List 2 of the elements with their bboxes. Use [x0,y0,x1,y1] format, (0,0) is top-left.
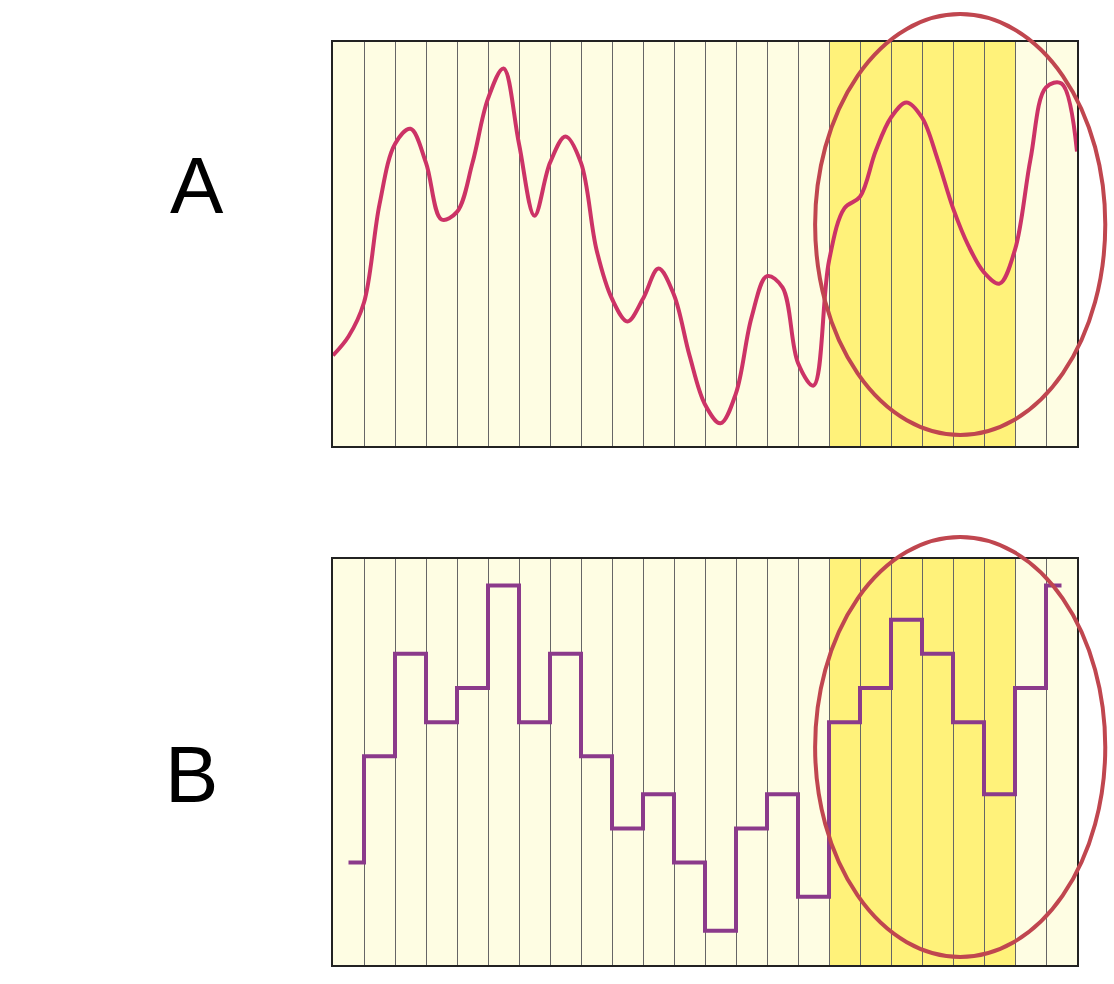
text: A [170,141,224,230]
text: B [165,730,219,819]
